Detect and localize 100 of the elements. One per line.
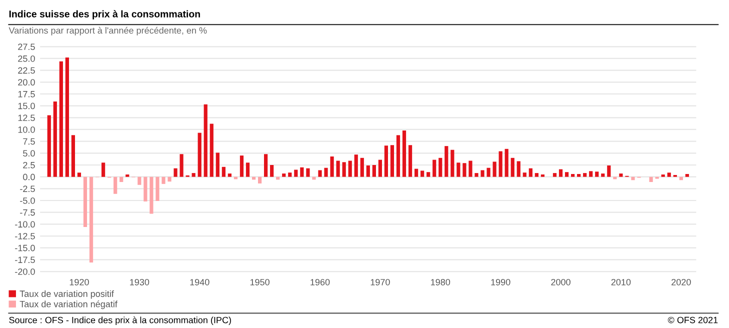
bar — [528, 168, 532, 177]
bar — [318, 170, 322, 177]
bar — [264, 154, 268, 177]
bar — [294, 170, 298, 177]
bar — [498, 151, 502, 177]
bar — [390, 145, 394, 177]
x-tick-label: 1970 — [370, 278, 390, 286]
legend-label: Taux de variation négatif — [20, 300, 118, 310]
bar — [510, 158, 514, 177]
text: © OFS 2021 — [668, 316, 718, 324]
bar — [396, 135, 400, 177]
bar — [492, 162, 496, 177]
bar — [414, 168, 418, 177]
bar — [306, 168, 310, 177]
bar — [462, 163, 466, 177]
bar — [204, 104, 208, 177]
bar — [552, 173, 557, 177]
bar — [516, 161, 520, 177]
bar — [432, 160, 436, 177]
bar — [210, 124, 214, 177]
source-note: Source : OFS - Indice des prix à la consommation (IPC) — [9, 316, 231, 326]
y-tick-label: -20.0 — [15, 268, 35, 275]
bar — [258, 176, 262, 184]
bar — [426, 172, 430, 177]
y-tick-label: 17.5 — [18, 91, 35, 98]
bar — [144, 176, 148, 202]
bar — [595, 172, 599, 177]
bar — [324, 168, 328, 177]
bar — [438, 158, 442, 177]
y-tick-label: 5.0 — [23, 150, 35, 157]
bar — [420, 170, 424, 177]
bar — [366, 165, 370, 177]
bar — [607, 165, 611, 177]
bar — [589, 171, 593, 177]
bar — [138, 176, 142, 185]
bar — [168, 176, 172, 182]
bar — [174, 168, 178, 177]
bar — [583, 173, 587, 177]
bar — [246, 162, 250, 177]
bar — [162, 176, 166, 184]
bar — [126, 174, 130, 177]
y-tick-label: -5.0 — [20, 197, 35, 204]
bar — [53, 102, 57, 177]
bar — [577, 174, 581, 177]
bar — [378, 160, 382, 177]
bar — [282, 174, 286, 177]
bar — [468, 160, 472, 177]
bar — [474, 173, 478, 177]
y-tick-label: 22.5 — [18, 67, 35, 74]
bar — [564, 172, 569, 177]
bar — [540, 174, 545, 177]
bar — [47, 115, 51, 177]
bar — [619, 174, 623, 177]
bar — [522, 172, 526, 177]
bar — [300, 167, 304, 177]
bar — [534, 173, 538, 177]
y-tick-label: 25.0 — [18, 55, 35, 62]
x-tick-label: 1920 — [70, 278, 89, 286]
bar — [156, 176, 160, 201]
bar — [77, 172, 82, 177]
y-tick-label: -7.5 — [20, 209, 35, 216]
bar — [667, 172, 671, 177]
bar — [198, 132, 202, 177]
bar — [372, 165, 376, 177]
y-tick-label: -12.5 — [15, 232, 35, 240]
x-tick-label: 1950 — [250, 278, 270, 286]
bar — [65, 58, 69, 177]
bar — [649, 176, 653, 182]
bar — [180, 154, 184, 177]
x-tick-label: 1960 — [310, 278, 330, 286]
bar — [59, 61, 63, 177]
bar — [89, 176, 94, 263]
bar — [384, 146, 388, 177]
y-tick-label: 2.5 — [23, 162, 35, 168]
bar — [570, 174, 575, 177]
bar — [71, 135, 76, 177]
bar — [685, 174, 689, 177]
x-tick-label: 1930 — [130, 278, 150, 286]
bar — [342, 162, 346, 177]
bar — [120, 176, 124, 182]
bar — [240, 156, 244, 177]
bar — [402, 130, 406, 177]
x-tick-label: 1940 — [190, 278, 210, 286]
bar — [558, 169, 563, 177]
y-tick-label: -2.5 — [20, 186, 35, 192]
bar — [450, 150, 454, 177]
bar — [504, 148, 508, 177]
bar — [348, 160, 352, 177]
y-tick-label: -17.5 — [15, 256, 35, 264]
bar — [228, 174, 232, 177]
bar — [288, 172, 292, 177]
chart-subtitle: Variations par rapport à l'année précédente, en % — [8, 26, 207, 36]
y-tick-label: 0.0 — [23, 174, 35, 180]
x-tick-label: 2010 — [611, 278, 631, 286]
bar — [222, 166, 226, 177]
bar — [330, 156, 334, 177]
bar — [101, 162, 106, 177]
bar — [480, 170, 484, 177]
chart-title: Indice suisse des prix à la consommation — [9, 10, 200, 20]
bar — [444, 146, 448, 177]
